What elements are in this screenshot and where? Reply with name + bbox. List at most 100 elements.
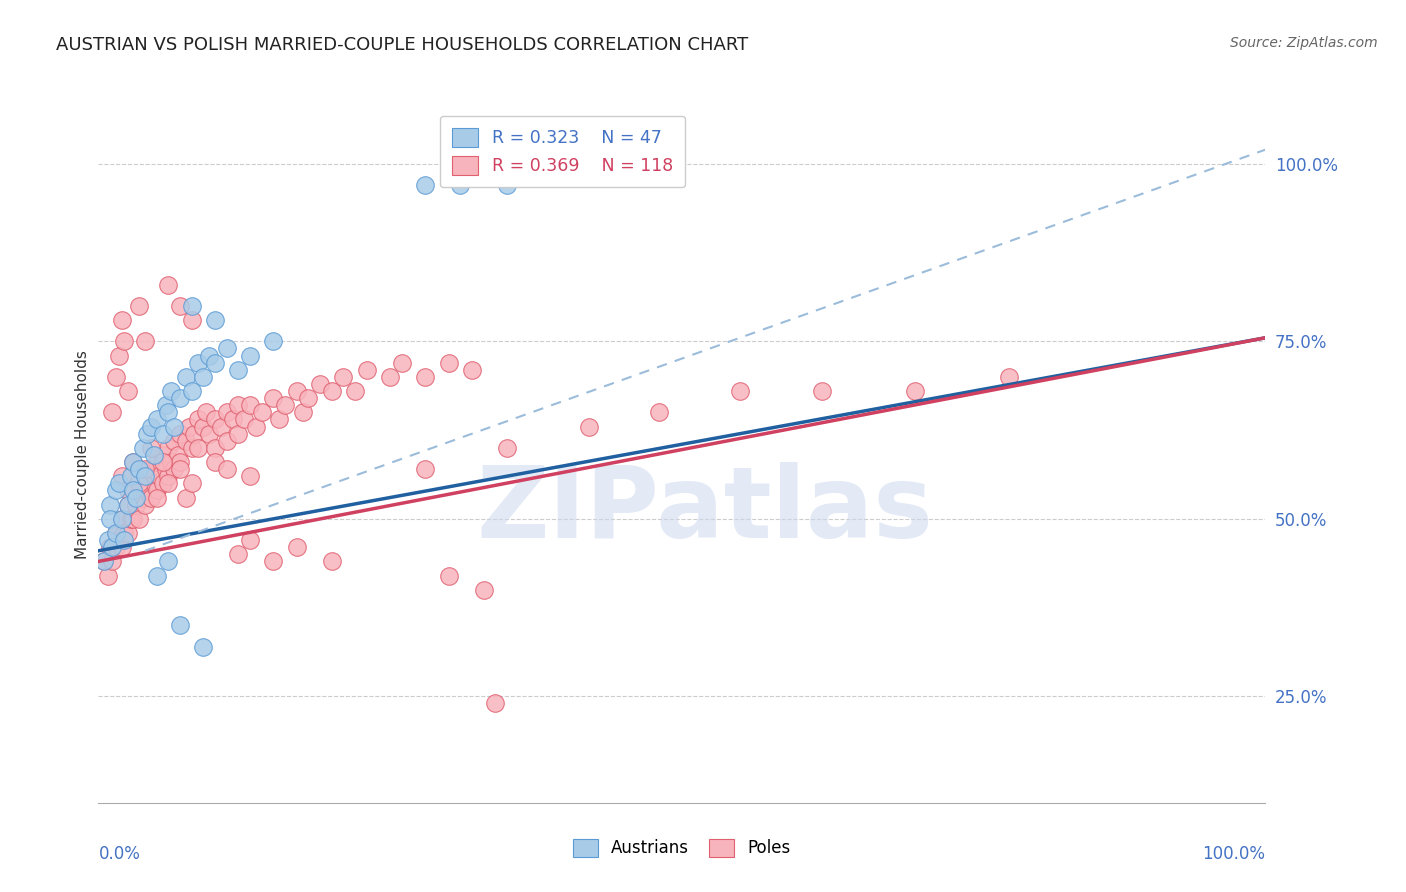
Point	[152, 426, 174, 441]
Point	[134, 469, 156, 483]
Text: AUSTRIAN VS POLISH MARRIED-COUPLE HOUSEHOLDS CORRELATION CHART: AUSTRIAN VS POLISH MARRIED-COUPLE HOUSEH…	[56, 36, 748, 54]
Point	[157, 469, 180, 483]
Point	[413, 462, 436, 476]
Point	[215, 434, 238, 448]
Point	[228, 426, 250, 441]
Point	[120, 469, 142, 483]
Point	[180, 299, 202, 313]
Point	[174, 491, 197, 505]
Point	[198, 349, 221, 363]
Point	[262, 391, 284, 405]
Point	[169, 391, 191, 405]
Point	[146, 491, 169, 505]
Point	[101, 405, 124, 419]
Point	[157, 277, 180, 292]
Point	[117, 483, 139, 498]
Point	[101, 540, 124, 554]
Point	[148, 469, 170, 483]
Point	[139, 441, 162, 455]
Point	[239, 349, 262, 363]
Point	[496, 178, 519, 193]
Point	[159, 455, 181, 469]
Point	[194, 405, 217, 419]
Point	[128, 462, 150, 476]
Point	[180, 441, 202, 455]
Point	[146, 483, 169, 498]
Point	[104, 540, 127, 554]
Point	[174, 369, 197, 384]
Point	[169, 299, 191, 313]
Point	[155, 462, 177, 476]
Point	[98, 512, 121, 526]
Point	[239, 533, 262, 548]
Point	[262, 554, 284, 568]
Point	[117, 384, 139, 398]
Text: 100.0%: 100.0%	[1202, 845, 1265, 863]
Point	[204, 412, 226, 426]
Point	[413, 369, 436, 384]
Point	[179, 419, 201, 434]
Point	[104, 526, 127, 541]
Point	[578, 419, 600, 434]
Text: Source: ZipAtlas.com: Source: ZipAtlas.com	[1230, 36, 1378, 50]
Point	[157, 441, 180, 455]
Point	[356, 362, 378, 376]
Point	[112, 533, 135, 548]
Point	[437, 568, 460, 582]
Point	[152, 455, 174, 469]
Point	[111, 512, 134, 526]
Point	[215, 462, 238, 476]
Point	[163, 419, 186, 434]
Point	[169, 426, 191, 441]
Point	[169, 462, 191, 476]
Point	[180, 384, 202, 398]
Point	[117, 498, 139, 512]
Point	[108, 349, 131, 363]
Point	[159, 384, 181, 398]
Point	[204, 441, 226, 455]
Point	[209, 419, 232, 434]
Point	[134, 334, 156, 349]
Point	[120, 512, 142, 526]
Point	[117, 498, 139, 512]
Point	[811, 384, 834, 398]
Point	[309, 376, 332, 391]
Point	[111, 540, 134, 554]
Text: 0.0%: 0.0%	[98, 845, 141, 863]
Point	[146, 455, 169, 469]
Point	[101, 554, 124, 568]
Point	[262, 334, 284, 349]
Point	[245, 419, 267, 434]
Y-axis label: Married-couple Households: Married-couple Households	[75, 351, 90, 559]
Point	[250, 405, 273, 419]
Point	[97, 568, 120, 582]
Point	[136, 483, 159, 498]
Point	[228, 362, 250, 376]
Point	[204, 455, 226, 469]
Point	[139, 491, 162, 505]
Point	[152, 476, 174, 491]
Point	[108, 476, 131, 491]
Legend: Austrians, Poles: Austrians, Poles	[567, 832, 797, 864]
Point	[285, 540, 308, 554]
Point	[97, 533, 120, 548]
Point	[274, 398, 297, 412]
Point	[269, 412, 291, 426]
Point	[449, 178, 471, 193]
Point	[332, 369, 354, 384]
Point	[128, 512, 150, 526]
Point	[93, 554, 115, 568]
Point	[413, 178, 436, 193]
Point	[183, 426, 205, 441]
Point	[143, 476, 166, 491]
Point	[112, 526, 135, 541]
Point	[198, 426, 221, 441]
Point	[108, 533, 131, 548]
Point	[321, 384, 343, 398]
Point	[152, 448, 174, 462]
Point	[128, 299, 150, 313]
Point	[297, 391, 319, 405]
Point	[146, 568, 169, 582]
Point	[233, 412, 256, 426]
Point	[187, 441, 209, 455]
